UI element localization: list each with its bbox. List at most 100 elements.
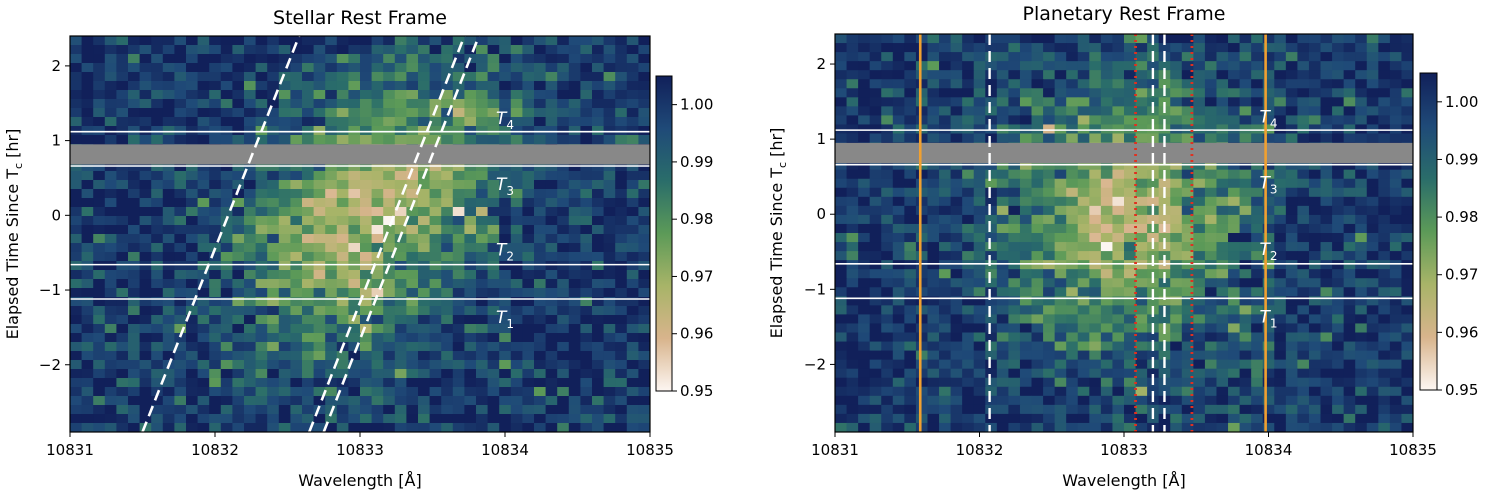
heatmap-cell	[162, 171, 175, 181]
heatmap-cell	[244, 306, 257, 316]
heatmap-cell	[1135, 88, 1148, 98]
heatmap-cell	[441, 405, 454, 415]
heatmap-cell	[336, 72, 349, 82]
heatmap-cell	[846, 296, 859, 306]
heatmap-cell	[1008, 52, 1021, 62]
heatmap-cell	[996, 287, 1009, 297]
heatmap-cell	[418, 387, 431, 397]
heatmap-cell	[348, 108, 361, 118]
heatmap-cell	[325, 234, 338, 244]
heatmap-cell	[1019, 260, 1033, 270]
heatmap-cell	[93, 243, 106, 253]
heatmap-cell	[441, 333, 454, 343]
heatmap-cell	[197, 243, 210, 253]
heatmap-cell	[1355, 422, 1368, 432]
heatmap-cell	[1216, 386, 1229, 397]
heatmap-cell	[1008, 169, 1021, 180]
heatmap-cell	[394, 387, 407, 397]
heatmap-cell	[973, 79, 986, 89]
heatmap-cell	[197, 324, 210, 334]
heatmap-cell	[162, 126, 175, 136]
heatmap-cell	[568, 207, 581, 217]
heatmap-cell	[232, 72, 245, 82]
heatmap-cell	[1019, 187, 1033, 198]
heatmap-cell	[371, 117, 384, 127]
heatmap-cell	[174, 207, 187, 217]
heatmap-cell	[1100, 43, 1114, 53]
heatmap-cell	[1285, 341, 1298, 352]
heatmap-cell	[406, 243, 419, 253]
heatmap-cell	[904, 323, 917, 334]
heatmap-cell	[255, 54, 268, 64]
heatmap-cell	[962, 52, 975, 62]
heatmap-cell	[1320, 97, 1333, 107]
heatmap-cell	[1378, 377, 1391, 388]
heatmap-cell	[1320, 395, 1333, 406]
heatmap-cell	[406, 333, 419, 343]
heatmap-cell	[383, 378, 396, 388]
heatmap-cell	[1066, 386, 1079, 397]
heatmap-cell	[151, 360, 164, 370]
heatmap-cell	[1181, 332, 1194, 343]
heatmap-cell	[534, 108, 547, 118]
heatmap-cell	[1308, 88, 1322, 98]
heatmap-cell	[302, 351, 315, 361]
heatmap-cell	[638, 252, 650, 262]
heatmap-cell	[325, 306, 338, 316]
heatmap-cell	[1308, 133, 1322, 144]
heatmap-cell	[835, 368, 848, 379]
heatmap-cell	[592, 243, 605, 253]
heatmap-cell	[313, 342, 326, 352]
heatmap-cell	[93, 99, 106, 109]
heatmap-cell	[1216, 187, 1229, 198]
heatmap-cell	[846, 61, 859, 71]
heatmap-cell	[1274, 233, 1287, 243]
heatmap-cell	[464, 36, 477, 46]
heatmap-cell	[116, 396, 129, 406]
heatmap-cell	[220, 81, 233, 91]
heatmap-cell	[985, 124, 998, 135]
heatmap-cell	[881, 323, 894, 334]
heatmap-cell	[985, 160, 998, 171]
heatmap-cell	[418, 99, 431, 109]
heatmap-cell	[545, 81, 558, 91]
heatmap-cell	[464, 324, 477, 334]
heatmap-cell	[1320, 34, 1333, 44]
heatmap-cell	[232, 261, 245, 271]
heatmap-cell	[139, 189, 152, 199]
heatmap-cell	[186, 180, 199, 190]
heatmap-cell	[638, 261, 650, 271]
heatmap-cell	[1228, 314, 1241, 325]
heatmap-cell	[104, 225, 117, 235]
heatmap-cell	[81, 126, 94, 136]
heatmap-cell	[302, 63, 315, 73]
heatmap-cell	[1297, 88, 1310, 98]
heatmap-cell	[1100, 251, 1114, 261]
heatmap-cell	[1308, 233, 1322, 243]
heatmap-cell	[950, 160, 963, 171]
heatmap-cell	[429, 99, 442, 109]
heatmap-cell	[1181, 97, 1194, 107]
heatmap-cell	[290, 63, 303, 73]
heatmap-cell	[394, 45, 407, 55]
heatmap-cell	[835, 314, 848, 325]
heatmap-cell	[626, 306, 639, 316]
heatmap-cell	[545, 360, 558, 370]
heatmap-cell	[429, 279, 442, 289]
heatmap-cell	[1389, 305, 1403, 316]
heatmap-cell	[93, 198, 106, 208]
heatmap-cell	[1089, 52, 1102, 62]
heatmap-cell	[962, 314, 975, 325]
heatmap-cell	[835, 115, 848, 126]
heatmap-cell	[418, 333, 431, 343]
heatmap-cell	[1031, 187, 1044, 198]
heatmap-cell	[1228, 359, 1241, 370]
heatmap-cell	[522, 396, 535, 406]
heatmap-cell	[1077, 160, 1090, 171]
heatmap-cell	[151, 405, 164, 415]
heatmap-cell	[499, 378, 512, 388]
heatmap-cell	[209, 234, 222, 244]
heatmap-cell	[1308, 205, 1322, 216]
heatmap-cell	[603, 252, 616, 262]
heatmap-cell	[81, 108, 94, 118]
